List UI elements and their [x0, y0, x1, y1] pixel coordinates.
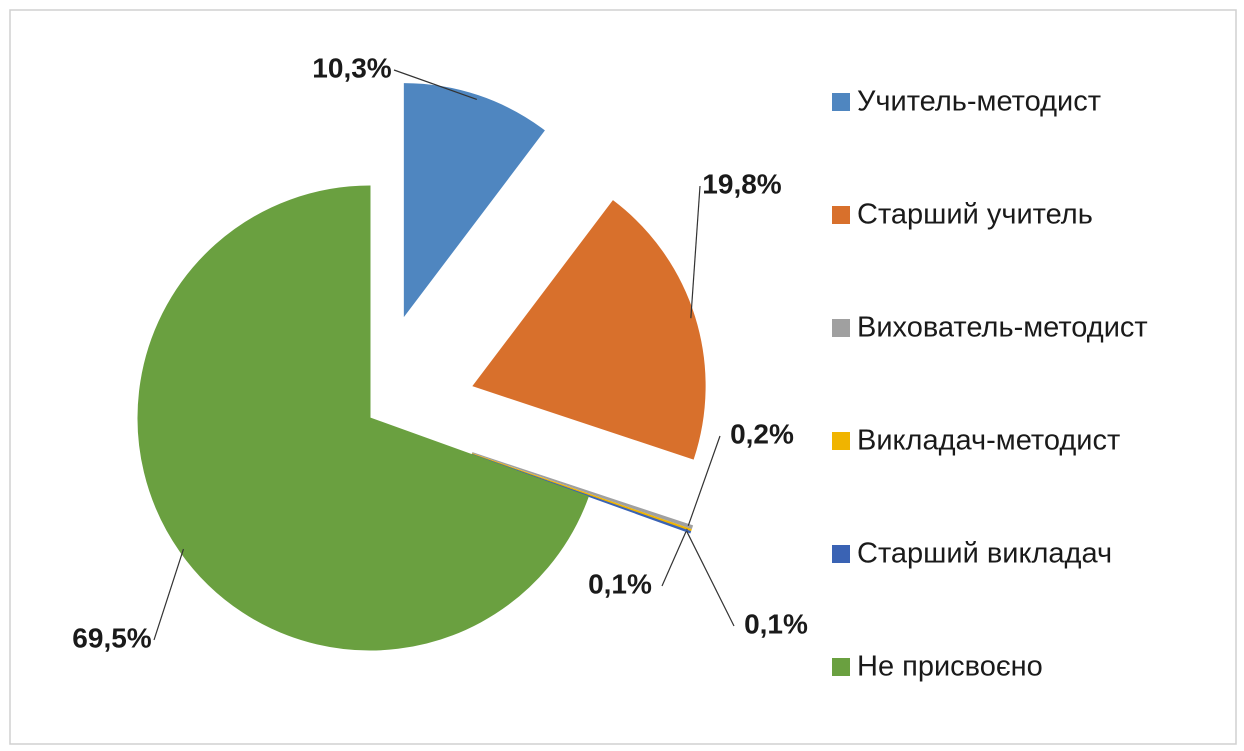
data-label: 19,8%	[702, 168, 781, 199]
data-label: 69,5%	[72, 622, 151, 653]
legend-swatch	[832, 206, 850, 224]
leader-line	[393, 69, 478, 101]
leader-line	[690, 185, 701, 319]
legend-swatch	[832, 93, 850, 111]
pie-slice	[403, 83, 545, 318]
data-label: 0,1%	[588, 568, 652, 599]
data-label: 0,2%	[730, 418, 794, 449]
data-label: 0,1%	[744, 608, 808, 639]
leader-line	[687, 435, 721, 527]
leader-line	[685, 530, 735, 627]
pie-slice	[137, 185, 589, 651]
legend-label: Викладач-методист	[857, 425, 1120, 457]
pie-slice	[471, 453, 692, 532]
leader-line	[661, 528, 688, 587]
legend-swatch	[832, 545, 850, 563]
pie-slice	[472, 200, 706, 460]
legend-swatch	[832, 658, 850, 676]
legend-swatch	[832, 319, 850, 337]
legend-label: Учитель-методист	[857, 86, 1101, 118]
pie-slice	[472, 452, 694, 530]
legend-label: Старший учитель	[857, 199, 1093, 231]
legend-label: Старший викладач	[857, 538, 1112, 570]
data-label: 10,3%	[312, 52, 391, 83]
leader-line	[153, 548, 185, 641]
legend-label: Вихователь-методист	[857, 312, 1148, 344]
legend-label: Не присвоєно	[857, 651, 1043, 683]
legend-swatch	[832, 432, 850, 450]
